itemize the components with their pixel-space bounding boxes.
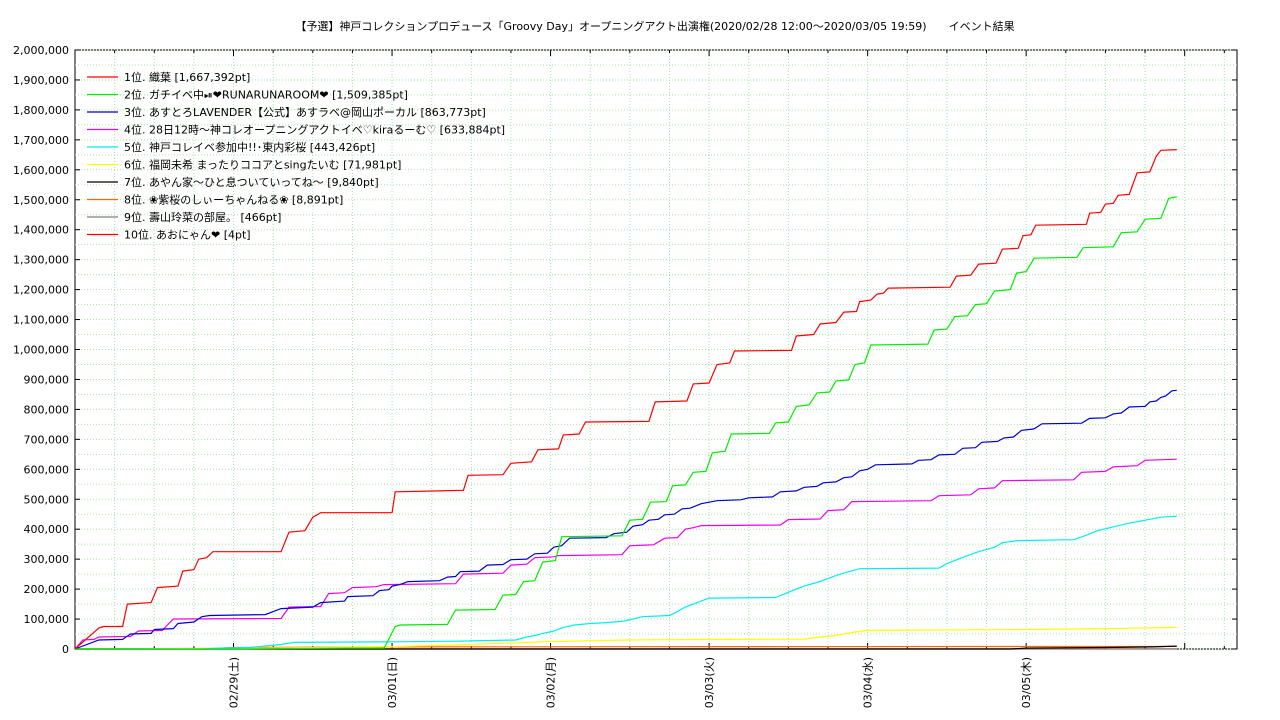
y-tick-label: 200,000 [24, 583, 70, 596]
legend-item: 2位. ガチイベ中⏯❤RUNARUNAROOM❤ [1,509,385pt] [87, 88, 408, 102]
legend-label: 9位. 壽山玲菜の部屋。 [466pt] [124, 210, 281, 224]
y-tick-label: 500,000 [24, 493, 70, 506]
legend-label: 6位. 福岡未希 まったりココアとsingたいむ [71,981pt] [124, 158, 401, 172]
legend-item: 9位. 壽山玲菜の部屋。 [466pt] [87, 210, 281, 224]
legend-label: 5位. 神戸コレイベ参加中!!･東内彩桜 [443,426pt] [124, 140, 375, 154]
y-tick-label: 1,900,000 [13, 74, 69, 87]
series-line [75, 645, 1177, 650]
y-tick-label: 1,400,000 [13, 224, 69, 237]
series-line [74, 626, 1177, 650]
legend-item: 5位. 神戸コレイベ参加中!!･東内彩桜 [443,426pt] [87, 140, 375, 154]
y-tick-label: 1,200,000 [13, 284, 69, 297]
y-tick-label: 300,000 [24, 553, 70, 566]
legend-item: 3位. あすとろLAVENDER【公式】あすラベ@岡山ポーカル [863,773… [87, 105, 486, 119]
y-tick-label: 600,000 [24, 463, 70, 476]
y-tick-label: 1,800,000 [13, 104, 69, 117]
y-axis: 0 100,000 200,000 300,000 400,000 500,000 600,… [13, 44, 1237, 656]
y-tick-label: 1,100,000 [13, 314, 69, 327]
plot-area [74, 49, 1238, 650]
legend-label: 7位. あやん家〜ひと息ついていってね〜 [9,840pt] [124, 175, 379, 189]
y-tick-label: 800,000 [24, 403, 70, 416]
series-line [75, 196, 1177, 650]
y-tick-label: 1,300,000 [13, 254, 69, 267]
series-line [74, 389, 1177, 650]
legend-item: 4位. 28日12時〜神コレオープニングアクトイベ♡kiraるーむ♡ [633,… [87, 123, 505, 137]
y-tick-label: 1,700,000 [13, 134, 69, 147]
series-line [74, 149, 1177, 650]
legend-label: 8位. ❀紫桜のしぃーちゃんねる❀ [8,891pt] [124, 193, 343, 207]
y-tick-label: 900,000 [24, 373, 70, 386]
y-tick-label: 1,600,000 [13, 164, 69, 177]
x-tick-label: 03/02(月) [545, 657, 558, 708]
x-tick-label: 03/01(日) [386, 657, 399, 708]
series-line [74, 458, 1177, 650]
y-tick-label: 700,000 [24, 433, 70, 446]
legend-label: 1位. 織葉 [1,667,392pt] [124, 70, 250, 84]
y-tick-label: 400,000 [24, 523, 70, 536]
legend-item: 1位. 織葉 [1,667,392pt] [87, 70, 250, 84]
y-tick-label: 100,000 [24, 613, 70, 626]
legend-label: 2位. ガチイベ中⏯❤RUNARUNAROOM❤ [1,509,385pt] [124, 88, 408, 102]
series-lines [74, 149, 1177, 650]
x-tick-label: 03/05(木) [1020, 657, 1033, 708]
y-tick-label: 0 [62, 643, 69, 656]
y-tick-label: 1,500,000 [13, 194, 69, 207]
y-tick-label: 1,000,000 [13, 344, 69, 357]
x-tick-label: 03/04(水) [862, 657, 875, 708]
legend-label: 10位. あおにゃん❤ [4pt] [124, 228, 251, 242]
series-line [75, 515, 1177, 650]
chart-title: 【予選】神戸コレクションプロデュース「Groovy Day」オープニングアクト出… [295, 19, 1014, 33]
x-tick-label: 02/29(土) [228, 657, 241, 708]
grid [75, 49, 1237, 650]
legend-item: 10位. あおにゃん❤ [4pt] [87, 228, 251, 242]
legend-label: 4位. 28日12時〜神コレオープニングアクトイベ♡kiraるーむ♡ [633,… [124, 123, 505, 137]
legend-item: 8位. ❀紫桜のしぃーちゃんねる❀ [8,891pt] [87, 193, 343, 207]
y-tick-label: 2,000,000 [13, 44, 69, 57]
legend-item: 6位. 福岡未希 まったりココアとsingたいむ [71,981pt] [87, 158, 401, 172]
x-tick-label: 03/03(火) [703, 657, 716, 708]
legend-item: 7位. あやん家〜ひと息ついていってね〜 [9,840pt] [87, 175, 379, 189]
legend-label: 3位. あすとろLAVENDER【公式】あすラベ@岡山ポーカル [863,773… [124, 105, 486, 119]
legend: 1位. 織葉 [1,667,392pt] 2位. ガチイベ中⏯❤RUNARUNAR… [87, 70, 505, 242]
